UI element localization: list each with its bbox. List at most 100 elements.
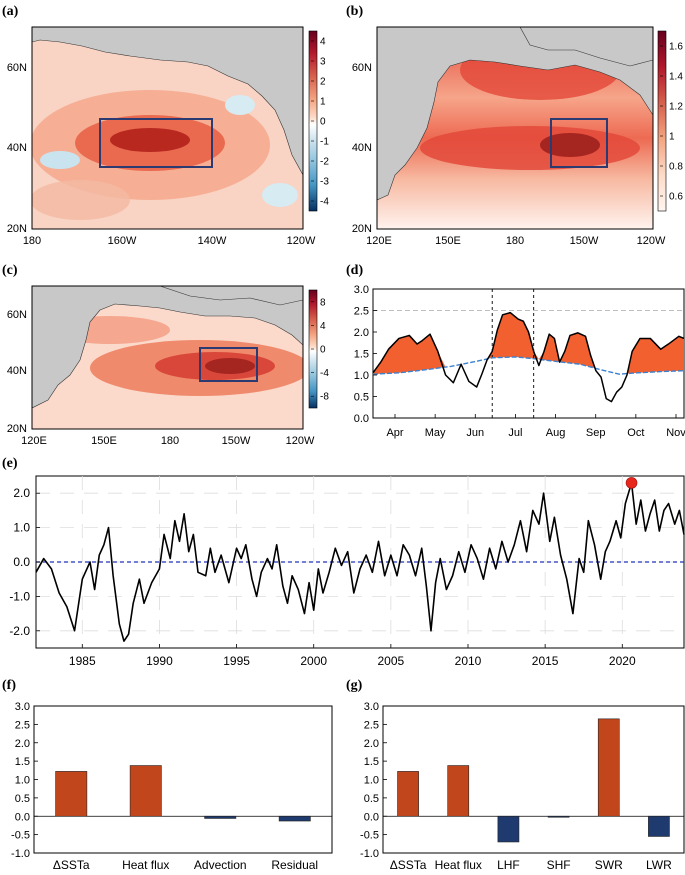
panel-b-label: (b) bbox=[346, 4, 363, 19]
panel-a-cb-tick: -3 bbox=[320, 177, 329, 188]
chart-d: 3.0 2.5 2.0 1.5 1.0 0.5 0.0 Apr May Jun Jul Aug Sep O… bbox=[354, 284, 685, 439]
panel-d-xtick-label: Nov bbox=[666, 427, 685, 439]
panel-e-ytick-label: 2.0 bbox=[13, 486, 30, 500]
panel-g-bar bbox=[648, 815, 670, 837]
panel-f-label: (f) bbox=[2, 678, 16, 693]
panel-g-category-label: Heat flux bbox=[435, 858, 482, 872]
panel-b-lat-2: 20N bbox=[352, 223, 372, 235]
panel-d-climatology-line bbox=[372, 356, 685, 375]
panel-d-ytick-label: 1.5 bbox=[354, 349, 369, 361]
panel-g-bar bbox=[447, 765, 470, 817]
panel-c-cb-tick: -4 bbox=[320, 368, 329, 379]
panel-c-cb-tick: 8 bbox=[320, 297, 326, 308]
panel-f-ytick-label: 0.0 bbox=[15, 811, 30, 823]
panel-d-xtick-label: May bbox=[425, 427, 446, 439]
panel-b-lon-4: 120W bbox=[637, 235, 666, 247]
panel-c-box bbox=[199, 347, 258, 382]
panel-a-lon-3: 120W bbox=[287, 235, 316, 247]
panel-e-index-line bbox=[35, 482, 685, 642]
panel-a-map bbox=[32, 27, 303, 229]
panel-g-ytick-label: 0.0 bbox=[364, 811, 379, 823]
panel-d-xtick-label: Jun bbox=[466, 427, 484, 439]
panel-c-lon-2: 180 bbox=[161, 435, 179, 447]
panel-d-observed-line bbox=[372, 311, 685, 403]
panel-b-map bbox=[377, 27, 653, 229]
panel-f-category-label: Residual bbox=[271, 858, 318, 872]
chart-f: 3.0 2.5 2.0 1.5 1.0 0.5 0.0 -0.5 -1.0 ΔSSTa Heat f… bbox=[11, 701, 333, 872]
panel-g-category-label: LWR bbox=[646, 858, 672, 872]
panel-f-ytick-label: -1.0 bbox=[11, 848, 30, 860]
panel-a: (a) 60N 40N 20N 180 160W 140W 120W 4 3 2 1 0… bbox=[2, 4, 329, 247]
panel-c-lat-1: 40N bbox=[7, 365, 27, 377]
panel-e-label: (e) bbox=[2, 456, 18, 471]
panel-d-xtick-label: Oct bbox=[627, 427, 644, 439]
chart-e: 2.0 1.0 0.0 -1.0 -2.0 1985 1990 1995 2000 2005 201… bbox=[9, 475, 685, 668]
panel-c-cb-tick: 0 bbox=[320, 345, 326, 356]
panel-g-ytick-label: 3.0 bbox=[364, 701, 379, 713]
panel-a-cb-tick: 2 bbox=[320, 77, 326, 88]
panel-g-category-label: SWR bbox=[595, 858, 623, 872]
panel-c-lon-4: 120W bbox=[286, 435, 315, 447]
panel-c-lon-0: 120E bbox=[21, 435, 47, 447]
panel-c-map bbox=[32, 286, 303, 429]
panel-b-lat-0: 60N bbox=[352, 62, 372, 74]
panel-g-ytick-label: 0.5 bbox=[364, 793, 379, 805]
panel-e-ytick-label: 0.0 bbox=[13, 555, 30, 569]
panel-g-ytick-label: 1.0 bbox=[364, 775, 379, 787]
panel-b-cb-tick: 1.2 bbox=[669, 102, 683, 113]
panel-a-land bbox=[32, 27, 303, 176]
panel-b: (b) 60N 40N 20N 120E 150E 180 150W 120W … bbox=[346, 4, 683, 247]
panel-f-bar bbox=[204, 815, 237, 819]
panel-a-lat-2: 20N bbox=[7, 223, 27, 235]
panel-b-cb-tick: 0.6 bbox=[669, 192, 683, 203]
panel-g-category-label: SHF bbox=[547, 858, 571, 872]
panel-a-lon-0: 180 bbox=[23, 235, 41, 247]
panel-g-bar bbox=[397, 771, 419, 817]
panel-b-lon-0: 120E bbox=[366, 235, 392, 247]
panel-b-cb-tick: 0.8 bbox=[669, 162, 683, 173]
panel-d-ytick-label: 2.0 bbox=[354, 327, 369, 339]
panel-f-ytick-label: 2.5 bbox=[15, 719, 30, 731]
panel-a-label: (a) bbox=[2, 4, 19, 19]
panel-f-bar bbox=[278, 815, 311, 822]
chart-g: 3.0 2.5 2.0 1.5 1.0 0.5 0.0 -0.5 -1.0 ΔSSTa Heat f… bbox=[360, 701, 685, 872]
panel-b-land bbox=[377, 27, 653, 201]
panel-g-bar bbox=[547, 815, 570, 818]
panel-f-ytick-label: 0.5 bbox=[15, 793, 30, 805]
panel-a-cb-tick: -4 bbox=[320, 197, 329, 208]
panel-f-bar bbox=[129, 765, 162, 817]
panel-a-lon-2: 140W bbox=[198, 235, 227, 247]
panel-c-cb-tick: 4 bbox=[320, 321, 326, 332]
panel-e-ytick-label: -1.0 bbox=[9, 589, 30, 603]
panel-g-bar bbox=[597, 718, 620, 817]
panel-d-ytick-label: 0.0 bbox=[354, 413, 369, 425]
panel-e-xtick-label: 2015 bbox=[532, 654, 559, 668]
panel-f-ytick-label: 2.0 bbox=[15, 738, 30, 750]
panel-a-cb-tick: -2 bbox=[320, 157, 329, 168]
panel-e-xtick-label: 1995 bbox=[223, 654, 250, 668]
panel-a-cb-tick: 4 bbox=[320, 37, 326, 48]
panel-a-cb-tick: 1 bbox=[320, 97, 326, 108]
panel-b-cb-tick: 1 bbox=[669, 132, 675, 143]
panel-b-lat-1: 40N bbox=[352, 142, 372, 154]
panel-g-ytick-label: 2.5 bbox=[364, 719, 379, 731]
panel-d-xtick-label: Jul bbox=[508, 427, 522, 439]
panel-c-lon-1: 150E bbox=[91, 435, 117, 447]
panel-a-cb-tick: 0 bbox=[320, 117, 326, 128]
panel-f-ytick-label: 1.0 bbox=[15, 775, 30, 787]
panel-d-ytick-label: 0.5 bbox=[354, 392, 369, 404]
panel-e-xtick-label: 2020 bbox=[609, 654, 636, 668]
panel-d-anomaly-fill bbox=[373, 312, 684, 375]
panel-f-ytick-label: 1.5 bbox=[15, 756, 30, 768]
panel-f-ytick-label: -0.5 bbox=[11, 830, 30, 842]
panel-e-peak-marker bbox=[625, 477, 638, 489]
panel-a-lat-0: 60N bbox=[7, 62, 27, 74]
panel-f-category-label: Advection bbox=[194, 858, 247, 872]
panel-f-category-label: Heat flux bbox=[122, 858, 169, 872]
panel-c: (c) 60N 40N 20N 120E 150E 180 150W 120W … bbox=[2, 263, 329, 447]
panel-e-xtick-label: 1990 bbox=[146, 654, 173, 668]
panel-e-ytick-label: -2.0 bbox=[9, 624, 30, 638]
panel-d-xtick-label: Aug bbox=[546, 427, 566, 439]
panel-b-lon-2: 180 bbox=[506, 235, 524, 247]
panel-g-frame bbox=[382, 705, 685, 854]
